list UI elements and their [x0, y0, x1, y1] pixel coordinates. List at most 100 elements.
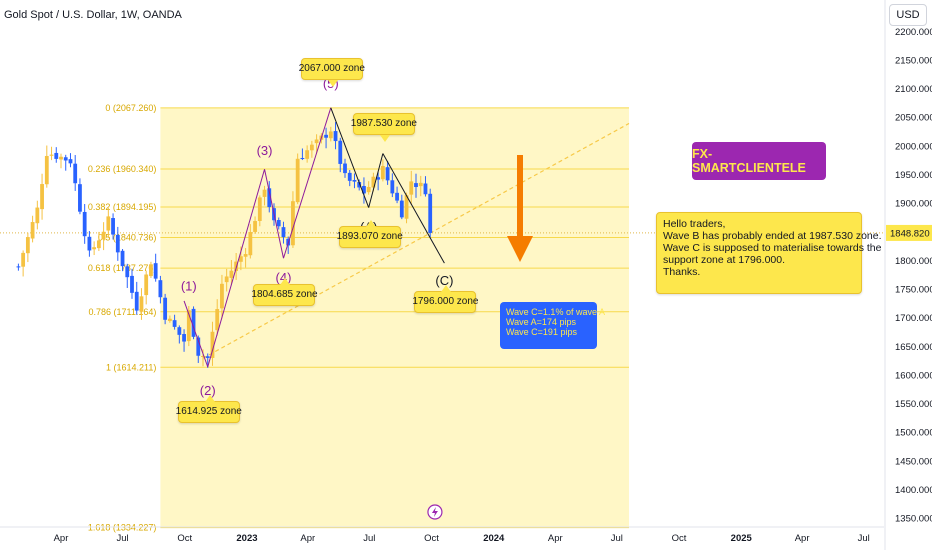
impulse-wave-line [282, 107, 332, 259]
currency-button[interactable]: USD [889, 4, 927, 26]
candle-body [267, 188, 272, 208]
fib-level-label: 1 (1614.211) [106, 362, 156, 372]
price-tick-label: 2000.000 [895, 141, 932, 152]
candle-body [158, 280, 163, 298]
time-tick-label: Oct [672, 533, 687, 544]
zone-callout: 1796.000 zone [412, 285, 478, 314]
zone-callout: 2067.000 zone [299, 57, 365, 87]
candle-body [409, 181, 414, 195]
down-arrow-head [507, 236, 533, 262]
down-arrow-shaft [517, 155, 523, 238]
price-tick-label: 1800.000 [895, 256, 932, 267]
candle-body [182, 334, 186, 342]
price-tick-label: 1650.000 [895, 342, 932, 353]
time-tick-label: Apr [54, 533, 69, 544]
impulse-wave-line [207, 169, 266, 368]
candle-body [163, 297, 168, 320]
candle-body [347, 172, 352, 181]
candle-body [167, 318, 172, 322]
callout-pointer [441, 285, 452, 293]
note-line: Wave C is supposed to materialise toward… [663, 242, 882, 254]
brand-label: FX-SMARTCLIENTELE [692, 142, 826, 180]
candle-body [210, 331, 215, 358]
candle-body [357, 182, 362, 188]
candle-body [328, 131, 333, 139]
candle-body [54, 152, 59, 159]
candle-body [276, 220, 281, 227]
candle-body [96, 240, 101, 249]
candle-body [380, 166, 385, 180]
wave-label-C: (C) [435, 273, 453, 288]
candle-body [205, 356, 210, 358]
candle-body [238, 256, 243, 262]
candle-body [125, 266, 130, 278]
candle-body [40, 184, 44, 210]
candle-body [257, 197, 262, 221]
note-line: Wave B has probably ended at 1987.530 zo… [663, 230, 882, 242]
candle-body [262, 189, 267, 197]
price-tick-label: 1350.000 [895, 514, 932, 525]
candle-body [25, 237, 30, 254]
candle-body [428, 193, 433, 233]
candle-body [338, 140, 343, 164]
candle-body [153, 263, 158, 279]
candle-body [172, 320, 177, 327]
candle-body [30, 222, 35, 239]
candle-body [220, 283, 224, 309]
candle-body [362, 185, 366, 194]
wave-label-1: (1) [181, 278, 197, 293]
candle-body [352, 180, 357, 182]
time-tick-label: Apr [795, 533, 810, 544]
callout-pointer [327, 79, 338, 87]
candle-body [333, 131, 338, 142]
candle-body [248, 232, 253, 256]
last-price-label: 1848.820 [890, 228, 930, 239]
impulse-wave-line [183, 300, 209, 368]
impulse-wave-line [264, 169, 284, 259]
candle-body [201, 356, 205, 358]
candle-body [21, 252, 26, 267]
note-line: Thanks. [663, 266, 701, 278]
candle-body [229, 270, 234, 278]
price-tick-label: 2200.000 [895, 27, 932, 38]
symbol-title: Gold Spot / U.S. Dollar, 1W, OANDA [4, 9, 182, 21]
candle-body [63, 157, 68, 161]
candle-body [224, 276, 229, 283]
candle-body [134, 291, 139, 311]
price-tick-label: 1750.000 [895, 285, 932, 296]
fib-level-label: 0.382 (1894.195) [88, 202, 157, 212]
analysis-note: Hello traders, Wave B has probably ended… [656, 212, 882, 294]
fib-level-label: 0.5 (1840.736) [98, 233, 157, 243]
price-tick-label: 1500.000 [895, 428, 932, 439]
time-tick-label: Apr [548, 533, 563, 544]
candle-body [87, 236, 92, 251]
candle-body [295, 158, 300, 203]
callout-pointer [365, 219, 376, 227]
fib-level-label: 0.786 (1711.164) [89, 307, 157, 317]
candle-body [300, 157, 305, 159]
candle-body [395, 192, 399, 201]
callout-pointer [379, 135, 390, 143]
candle-body [44, 155, 49, 185]
candle-body [106, 216, 111, 231]
candle-body [16, 266, 21, 268]
price-tick-label: 1600.000 [895, 370, 932, 381]
candle-body [385, 167, 390, 181]
candle-body [78, 184, 82, 212]
candle-body [314, 139, 319, 144]
fib-level-label: 0 (2067.260) [105, 103, 156, 113]
price-tick-label: 1700.000 [895, 313, 932, 324]
candle-body [215, 309, 220, 331]
callout-pointer [204, 394, 215, 402]
callout-pointer [280, 278, 291, 286]
wave-label-2: (2) [200, 383, 216, 398]
candle-body [68, 159, 73, 164]
candle-body [309, 144, 314, 151]
time-tick-label: Jul [611, 533, 623, 544]
zone-callout: 1893.070 zone [337, 219, 403, 248]
zone-callout: 1614.925 zone [176, 394, 242, 423]
candle-body [418, 182, 423, 187]
candle-body [120, 250, 125, 267]
candle-body [404, 195, 409, 219]
